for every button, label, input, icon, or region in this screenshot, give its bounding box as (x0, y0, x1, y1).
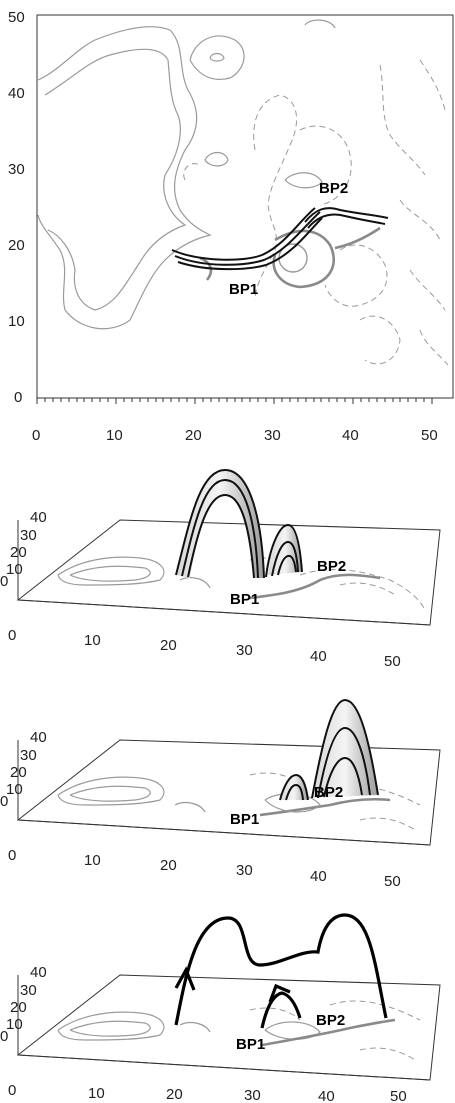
x-tick-label: 30 (264, 427, 281, 444)
z-tick-label: 10 (6, 781, 23, 798)
panel-1-x-axis: 0 10 20 30 40 50 (32, 398, 438, 444)
x-tick-label: 0 (8, 847, 16, 864)
bp2-label: BP2 (317, 558, 346, 575)
z-tick-label: 30 (20, 982, 37, 999)
loop-sheet-bp1-small (280, 775, 308, 800)
x-tick-label: 40 (342, 427, 359, 444)
x-tick-label: 30 (236, 862, 253, 879)
loop-sheet-bp1 (176, 470, 264, 578)
panel-2-3d-view: 40 30 20 10 0 0 10 20 30 40 50 BP1 BP2 (0, 468, 441, 670)
z-tick-label: 0 (0, 1028, 8, 1045)
x-tick-label: 50 (384, 873, 401, 890)
panel-2-plane (16, 519, 441, 626)
bp1-label: BP1 (230, 591, 259, 608)
y-tick-label: 50 (8, 9, 25, 26)
x-tick-label: 10 (106, 427, 123, 444)
x-tick-label: 30 (244, 1087, 261, 1103)
flux-rope-arrow-small (268, 983, 291, 1003)
x-axis-ticks (36, 398, 433, 404)
bp2-label: BP2 (314, 784, 343, 801)
x-tick-label: 10 (88, 1085, 105, 1102)
z-tick-label: 30 (20, 527, 37, 544)
twisted-flux-rope (174, 913, 388, 1026)
x-tick-label: 10 (84, 632, 101, 649)
panel-4-plane (16, 974, 441, 1081)
x-tick-label: 10 (84, 852, 101, 869)
z-tick-label: 40 (30, 729, 47, 746)
z-tick-label: 10 (6, 1016, 23, 1033)
z-tick-label: 30 (20, 747, 37, 764)
panel-1-map: 50 40 30 20 10 0 0 10 20 30 40 50 (8, 9, 454, 444)
z-tick-label: 40 (30, 509, 47, 526)
panel-3-3d-view: 40 30 20 10 0 0 10 20 30 40 50 BP1 BP2 (0, 698, 441, 890)
bp2-label: BP2 (316, 1012, 345, 1029)
y-tick-label: 40 (8, 85, 25, 102)
x-tick-label: 20 (160, 857, 177, 874)
flux-rope-arrow-left (174, 966, 196, 991)
bp1-label: BP1 (230, 811, 259, 828)
x-tick-label: 50 (390, 1088, 407, 1103)
panel-1-field-lines (171, 207, 389, 271)
y-tick-label: 10 (8, 313, 25, 330)
panel-4-x-axis (17, 1054, 431, 1081)
z-tick-label: 0 (0, 793, 8, 810)
y-tick-label: 30 (8, 161, 25, 178)
x-tick-label: 40 (318, 1088, 335, 1103)
z-tick-label: 0 (0, 573, 8, 590)
panel-1-negative-contours (183, 59, 449, 366)
bp2-label: BP2 (319, 180, 348, 197)
z-tick-label: 40 (30, 964, 47, 981)
x-tick-label: 0 (8, 1082, 16, 1099)
x-tick-label: 40 (310, 868, 327, 885)
panel-1-neutral-line (199, 226, 381, 289)
x-tick-label: 30 (236, 642, 253, 659)
x-tick-label: 20 (185, 427, 202, 444)
x-tick-label: 0 (8, 627, 16, 644)
x-tick-label: 50 (421, 427, 438, 444)
panel-1-positive-contours (37, 19, 336, 330)
panel-4-3d-view: 40 30 20 10 0 0 10 20 30 40 50 BP1 BP2 (0, 913, 441, 1103)
x-tick-label: 20 (160, 637, 177, 654)
bp1-label: BP1 (236, 1036, 265, 1053)
x-tick-label: 0 (32, 427, 40, 444)
panel-2-x-axis (17, 599, 431, 626)
x-tick-label: 50 (384, 653, 401, 670)
panel-1-y-axis: 50 40 30 20 10 0 (8, 9, 25, 406)
y-tick-label: 20 (8, 237, 25, 254)
panel-1-frame (36, 14, 454, 399)
z-tick-label: 20 (10, 764, 27, 781)
y-tick-label: 0 (14, 389, 22, 406)
z-tick-label: 20 (10, 544, 27, 561)
z-tick-label: 20 (10, 999, 27, 1016)
x-tick-label: 40 (310, 648, 327, 665)
bp1-label: BP1 (229, 281, 258, 298)
z-tick-label: 10 (6, 561, 23, 578)
x-tick-label: 20 (166, 1086, 183, 1103)
small-loop (260, 991, 302, 1029)
panel-3-x-axis (17, 819, 431, 846)
